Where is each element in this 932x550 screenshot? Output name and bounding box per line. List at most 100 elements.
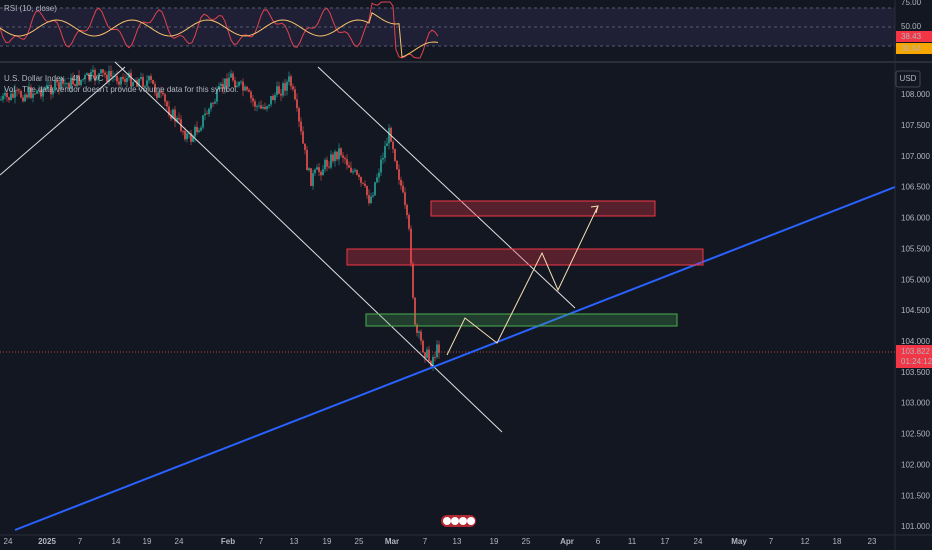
time-axis-label: 12	[801, 537, 810, 546]
candle	[120, 77, 122, 85]
rsi-ma-line	[0, 11, 439, 58]
candle	[244, 86, 246, 91]
candle	[34, 93, 36, 95]
candle	[242, 81, 244, 91]
candle	[286, 81, 288, 91]
candle	[346, 159, 348, 166]
candle	[422, 340, 424, 353]
candle	[348, 165, 350, 168]
candle	[380, 159, 382, 173]
candle	[266, 106, 268, 109]
candle	[438, 344, 440, 353]
candle	[76, 75, 78, 87]
price-axis-label: 105.500	[901, 244, 930, 253]
candle	[80, 79, 82, 86]
candle	[436, 344, 438, 358]
candle	[30, 87, 32, 98]
currency-button[interactable]	[895, 70, 921, 88]
symbol-title: U.S. Dollar Index · 4h · TVC	[4, 74, 104, 83]
projection-arrow	[590, 205, 599, 214]
candle	[202, 115, 204, 128]
candle	[102, 69, 104, 73]
candle	[106, 74, 108, 82]
candle	[336, 151, 338, 160]
time-axis-label: 24	[694, 537, 703, 546]
candle	[44, 88, 46, 90]
rsi-value: 38.43	[901, 32, 922, 41]
candle	[414, 297, 416, 325]
price-axis-label: 104.500	[901, 306, 930, 315]
candle	[382, 158, 384, 160]
candle	[32, 93, 34, 98]
candle	[384, 146, 386, 159]
candle	[96, 78, 98, 80]
candle	[262, 106, 264, 109]
candle	[276, 86, 278, 95]
candle	[194, 126, 196, 137]
candle	[408, 215, 410, 229]
currency[interactable]: USD	[900, 74, 917, 83]
projection-path	[446, 205, 599, 356]
candle	[398, 169, 400, 180]
candle	[196, 126, 198, 133]
candle	[98, 73, 100, 79]
resistance-zone	[346, 248, 704, 266]
candle	[354, 170, 356, 172]
candle	[248, 89, 250, 92]
candle	[124, 78, 126, 83]
candle	[166, 101, 168, 107]
candle	[432, 357, 434, 367]
candle	[150, 76, 152, 80]
candle	[434, 357, 436, 358]
countdown: 01:24:12	[901, 357, 932, 366]
support-line	[14, 186, 896, 531]
candle	[154, 83, 156, 93]
candle	[426, 349, 428, 358]
candle	[212, 103, 214, 104]
candle	[310, 168, 312, 186]
candle	[230, 73, 232, 78]
candle	[386, 143, 388, 147]
last-price: 103.822	[901, 347, 930, 356]
candle	[278, 86, 280, 94]
candle	[350, 167, 352, 173]
candle	[46, 85, 48, 89]
candle	[130, 72, 132, 87]
candle	[160, 91, 162, 93]
candle	[308, 168, 310, 171]
candle	[396, 160, 398, 170]
candle	[58, 82, 60, 89]
candle	[364, 183, 366, 186]
candle	[142, 76, 144, 87]
candle	[318, 167, 320, 172]
candle	[416, 324, 418, 333]
candle	[174, 109, 176, 122]
time-axis-label: 19	[490, 537, 499, 546]
rsi-label: RSI (10, close)	[4, 4, 57, 13]
candle	[56, 80, 58, 83]
time-axis-label: 2025	[38, 537, 56, 546]
candle	[114, 75, 116, 77]
price-axis-label: 102.500	[901, 430, 930, 439]
rsi-axis-label: 75.00	[901, 0, 922, 7]
candle	[322, 169, 324, 176]
time-axis-label: 13	[453, 537, 462, 546]
candle	[214, 101, 216, 104]
candle	[178, 118, 180, 120]
candle	[216, 89, 218, 102]
candle	[400, 179, 402, 186]
candle	[126, 77, 128, 83]
candle	[132, 82, 134, 87]
candle	[64, 83, 66, 85]
candle	[104, 72, 106, 75]
candle	[228, 77, 230, 87]
candle	[292, 86, 294, 90]
time-axis-label: 14	[112, 537, 121, 546]
candle	[164, 94, 166, 102]
candle	[268, 104, 270, 107]
candle	[176, 118, 178, 122]
candle	[326, 159, 328, 167]
price-axis-label: 106.000	[901, 214, 930, 223]
candle	[280, 93, 282, 96]
